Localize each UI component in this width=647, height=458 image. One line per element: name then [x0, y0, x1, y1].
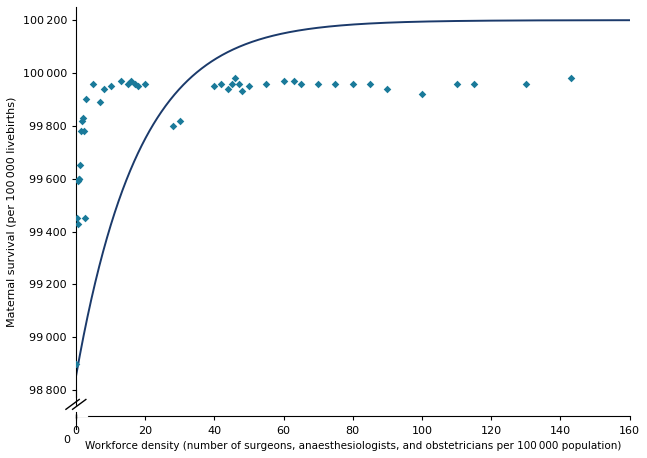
Y-axis label: Maternal survival (per 100 000 livebirths): Maternal survival (per 100 000 livebirth…	[7, 97, 17, 327]
Point	[216, 80, 226, 87]
Text: 0: 0	[63, 435, 71, 445]
Point	[468, 80, 479, 87]
Point	[347, 80, 358, 87]
Point	[237, 88, 247, 95]
Point	[81, 96, 91, 103]
Point	[565, 75, 576, 82]
Point	[296, 80, 306, 87]
Point	[105, 82, 116, 90]
Point	[72, 220, 83, 227]
Point	[382, 85, 393, 93]
Point	[417, 91, 427, 98]
Point	[98, 85, 109, 93]
Point	[452, 80, 462, 87]
Point	[73, 178, 83, 185]
Point	[261, 80, 271, 87]
Point	[95, 98, 105, 106]
Point	[234, 80, 244, 87]
X-axis label: Workforce density (number of surgeons, anaesthesiologists, and obstetricians per: Workforce density (number of surgeons, a…	[85, 441, 621, 451]
Point	[521, 80, 531, 87]
Point	[88, 80, 98, 87]
Point	[76, 127, 86, 135]
Point	[289, 77, 299, 85]
Point	[226, 80, 237, 87]
Point	[78, 127, 89, 135]
Bar	[65, 406, 87, 416]
Point	[78, 114, 88, 121]
Point	[72, 215, 82, 222]
Point	[71, 360, 82, 367]
Point	[77, 117, 87, 124]
Point	[74, 175, 85, 182]
Point	[133, 82, 144, 90]
Point	[123, 80, 133, 87]
Point	[278, 77, 289, 85]
Point	[175, 117, 185, 124]
Point	[230, 75, 240, 82]
Point	[126, 77, 137, 85]
Point	[129, 80, 140, 87]
Point	[223, 85, 234, 93]
Point	[313, 80, 324, 87]
Point	[116, 77, 126, 85]
Point	[209, 82, 219, 90]
Point	[330, 80, 340, 87]
Point	[168, 122, 178, 130]
Point	[244, 82, 254, 90]
Point	[75, 162, 85, 169]
Point	[74, 175, 84, 182]
Point	[140, 80, 150, 87]
Point	[365, 80, 375, 87]
Point	[80, 215, 90, 222]
